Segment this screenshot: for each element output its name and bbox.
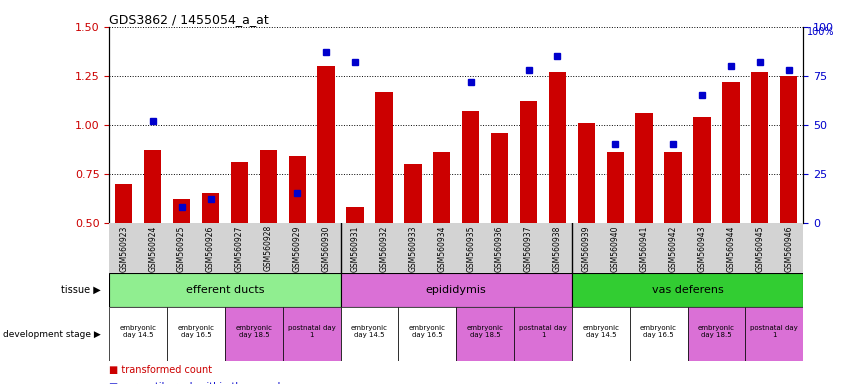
Text: efferent ducts: efferent ducts <box>186 285 264 295</box>
Bar <box>462 111 479 223</box>
Text: GSM560946: GSM560946 <box>784 225 793 272</box>
Text: GSM560930: GSM560930 <box>321 225 331 272</box>
Bar <box>664 152 682 223</box>
Text: GSM560929: GSM560929 <box>293 225 302 271</box>
Text: GSM560928: GSM560928 <box>264 225 272 271</box>
Text: GSM560927: GSM560927 <box>235 225 244 271</box>
Bar <box>109 307 167 361</box>
Bar <box>317 66 335 223</box>
Text: vas deferens: vas deferens <box>652 285 723 295</box>
Bar <box>341 307 399 361</box>
Text: GSM560931: GSM560931 <box>351 225 360 271</box>
Bar <box>288 156 306 223</box>
Text: tissue ▶: tissue ▶ <box>61 285 101 295</box>
Text: embryonic
day 16.5: embryonic day 16.5 <box>177 325 214 338</box>
Bar <box>144 150 161 223</box>
Text: embryonic
day 16.5: embryonic day 16.5 <box>409 325 446 338</box>
Bar <box>491 132 508 223</box>
Bar <box>109 273 341 307</box>
Bar <box>341 273 572 307</box>
Text: GSM560944: GSM560944 <box>727 225 735 272</box>
Text: GSM560923: GSM560923 <box>119 225 129 271</box>
Text: GSM560936: GSM560936 <box>495 225 504 272</box>
Bar <box>433 152 451 223</box>
Text: postnatal day
1: postnatal day 1 <box>288 325 336 338</box>
Bar <box>260 150 277 223</box>
Text: GSM560942: GSM560942 <box>669 225 678 271</box>
Text: GSM560941: GSM560941 <box>640 225 648 271</box>
Text: embryonic
day 14.5: embryonic day 14.5 <box>119 325 156 338</box>
Bar <box>167 307 225 361</box>
Bar <box>630 307 687 361</box>
Bar <box>578 123 595 223</box>
Bar <box>780 76 797 223</box>
Bar <box>520 101 537 223</box>
Bar <box>346 207 363 223</box>
Text: ■ percentile rank within the sample: ■ percentile rank within the sample <box>109 382 287 384</box>
Text: ■ transformed count: ■ transformed count <box>109 365 213 375</box>
Text: embryonic
day 16.5: embryonic day 16.5 <box>640 325 677 338</box>
Text: GSM560933: GSM560933 <box>409 225 417 272</box>
Bar <box>572 273 803 307</box>
Text: embryonic
day 14.5: embryonic day 14.5 <box>351 325 388 338</box>
Text: GSM560924: GSM560924 <box>148 225 157 271</box>
Bar <box>399 307 456 361</box>
Bar <box>230 162 248 223</box>
Bar <box>693 117 711 223</box>
Bar <box>115 184 132 223</box>
Text: embryonic
day 14.5: embryonic day 14.5 <box>582 325 619 338</box>
Bar <box>548 72 566 223</box>
Text: epididymis: epididymis <box>426 285 487 295</box>
Text: GSM560939: GSM560939 <box>582 225 591 272</box>
Bar <box>751 72 769 223</box>
Text: GSM560935: GSM560935 <box>466 225 475 272</box>
Text: GSM560926: GSM560926 <box>206 225 215 271</box>
Text: postnatal day
1: postnatal day 1 <box>519 325 567 338</box>
Bar <box>283 307 341 361</box>
Bar <box>405 164 421 223</box>
Text: embryonic
day 18.5: embryonic day 18.5 <box>235 325 272 338</box>
Text: embryonic
day 18.5: embryonic day 18.5 <box>698 325 735 338</box>
Bar <box>722 82 739 223</box>
Text: embryonic
day 18.5: embryonic day 18.5 <box>467 325 504 338</box>
Text: GSM560943: GSM560943 <box>697 225 706 272</box>
Bar <box>572 307 630 361</box>
Text: GSM560937: GSM560937 <box>524 225 533 272</box>
Text: GSM560932: GSM560932 <box>379 225 389 271</box>
Text: GDS3862 / 1455054_a_at: GDS3862 / 1455054_a_at <box>109 13 269 26</box>
Text: GSM560945: GSM560945 <box>755 225 764 272</box>
Bar <box>636 113 653 223</box>
Bar <box>375 91 393 223</box>
Text: GSM560938: GSM560938 <box>553 225 562 271</box>
Text: GSM560934: GSM560934 <box>437 225 447 272</box>
Bar <box>173 199 190 223</box>
Bar <box>456 307 514 361</box>
Text: development stage ▶: development stage ▶ <box>3 329 101 339</box>
Bar <box>202 194 220 223</box>
Bar <box>514 307 572 361</box>
Bar <box>745 307 803 361</box>
Bar <box>225 307 283 361</box>
Text: GSM560940: GSM560940 <box>611 225 620 272</box>
Text: GSM560925: GSM560925 <box>177 225 186 271</box>
Bar <box>687 307 745 361</box>
Text: 100%: 100% <box>807 27 835 37</box>
Text: postnatal day
1: postnatal day 1 <box>750 325 798 338</box>
Bar <box>606 152 624 223</box>
